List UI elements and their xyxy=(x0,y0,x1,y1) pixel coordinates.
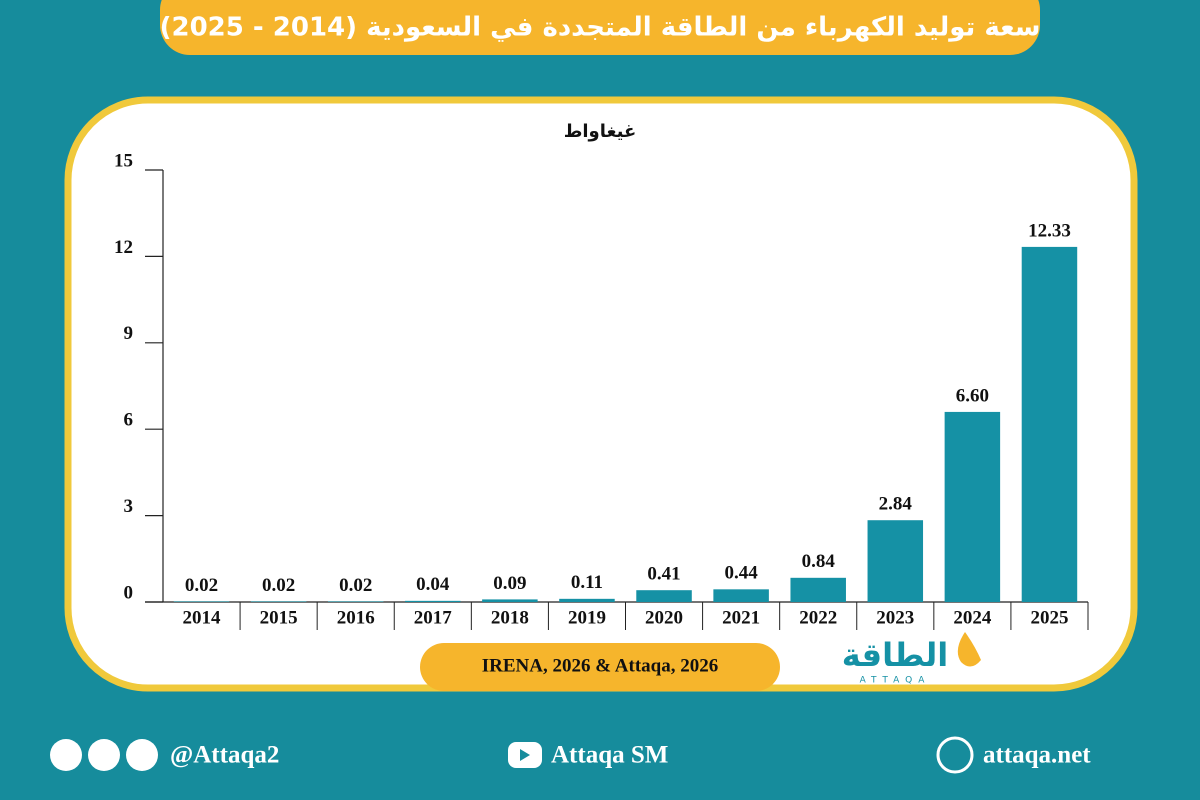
y-tick-label: 0 xyxy=(124,582,134,603)
x-tick-label: 2025 xyxy=(1030,607,1068,628)
bar xyxy=(867,520,924,602)
bar xyxy=(713,589,769,602)
chart-title: سعة توليد الكهرباء من الطاقة المتجددة في… xyxy=(160,13,1041,43)
value-label: 12.33 xyxy=(1028,220,1071,241)
x-tick-label: 2015 xyxy=(260,607,298,628)
x-tick-label: 2014 xyxy=(183,607,222,628)
x-tick-label: 2020 xyxy=(645,607,683,628)
youtube-play xyxy=(520,749,530,761)
y-tick-label: 6 xyxy=(124,410,134,431)
bar xyxy=(173,601,230,602)
instagram-icon xyxy=(88,739,120,771)
x-icon xyxy=(50,739,82,771)
value-label: 0.04 xyxy=(416,574,450,595)
source: IRENA, 2026 & Attaqa, 2026 xyxy=(482,655,718,676)
bar xyxy=(250,601,307,602)
x-tick-label: 2019 xyxy=(568,607,606,628)
x-tick-label: 2018 xyxy=(491,607,529,628)
logo-name: الطاقة xyxy=(842,636,949,674)
footer-icons xyxy=(50,736,974,774)
value-label: 0.09 xyxy=(493,573,526,594)
value-label: 0.84 xyxy=(802,551,836,572)
logo-latin: ATTAQA xyxy=(860,676,931,686)
value-label: 0.02 xyxy=(262,575,295,596)
value-label: 0.44 xyxy=(725,563,759,584)
value-label: 0.02 xyxy=(339,575,372,596)
value-label: 0.02 xyxy=(185,575,218,596)
y-tick-label: 3 xyxy=(124,496,134,517)
x-tick-label: 2016 xyxy=(337,607,375,628)
source-pill xyxy=(420,643,780,691)
y-tick-label: 12 xyxy=(114,237,133,258)
bar xyxy=(559,598,615,602)
value-label: 6.60 xyxy=(956,385,989,406)
plot: 0 3 6 9 12 15 2014 0.02 2015 0.02 2016 0.02 2017 0.04… xyxy=(114,150,1089,630)
value-label: 2.84 xyxy=(879,494,913,515)
bar xyxy=(405,600,461,602)
x-tick-label: 2021 xyxy=(722,607,760,628)
value-label: 0.11 xyxy=(571,572,603,593)
logo-drop xyxy=(957,632,981,667)
footer-social: @Attaqa2 xyxy=(170,742,279,769)
y-tick-label: 15 xyxy=(114,150,133,171)
x-tick-label: 2017 xyxy=(414,607,453,628)
facebook-icon xyxy=(126,739,158,771)
bar xyxy=(327,601,384,602)
bar xyxy=(944,411,1001,602)
y-axis-label: غيغاواط xyxy=(564,121,637,142)
title-bar xyxy=(160,0,1040,55)
footer-youtube: Attaqa SM xyxy=(551,742,668,769)
bar xyxy=(790,577,846,602)
footer-website: attaqa.net xyxy=(983,742,1091,769)
x-tick-label: 2024 xyxy=(953,607,992,628)
bar xyxy=(1021,246,1078,602)
bar xyxy=(482,599,538,602)
globe-icon xyxy=(936,736,974,774)
x-tick-label: 2022 xyxy=(799,607,837,628)
y-tick-label: 9 xyxy=(124,323,134,344)
bar xyxy=(636,590,692,602)
logo: الطاقة ATTAQA xyxy=(842,632,981,686)
value-label: 0.41 xyxy=(647,564,680,585)
x-tick-label: 2023 xyxy=(876,607,914,628)
